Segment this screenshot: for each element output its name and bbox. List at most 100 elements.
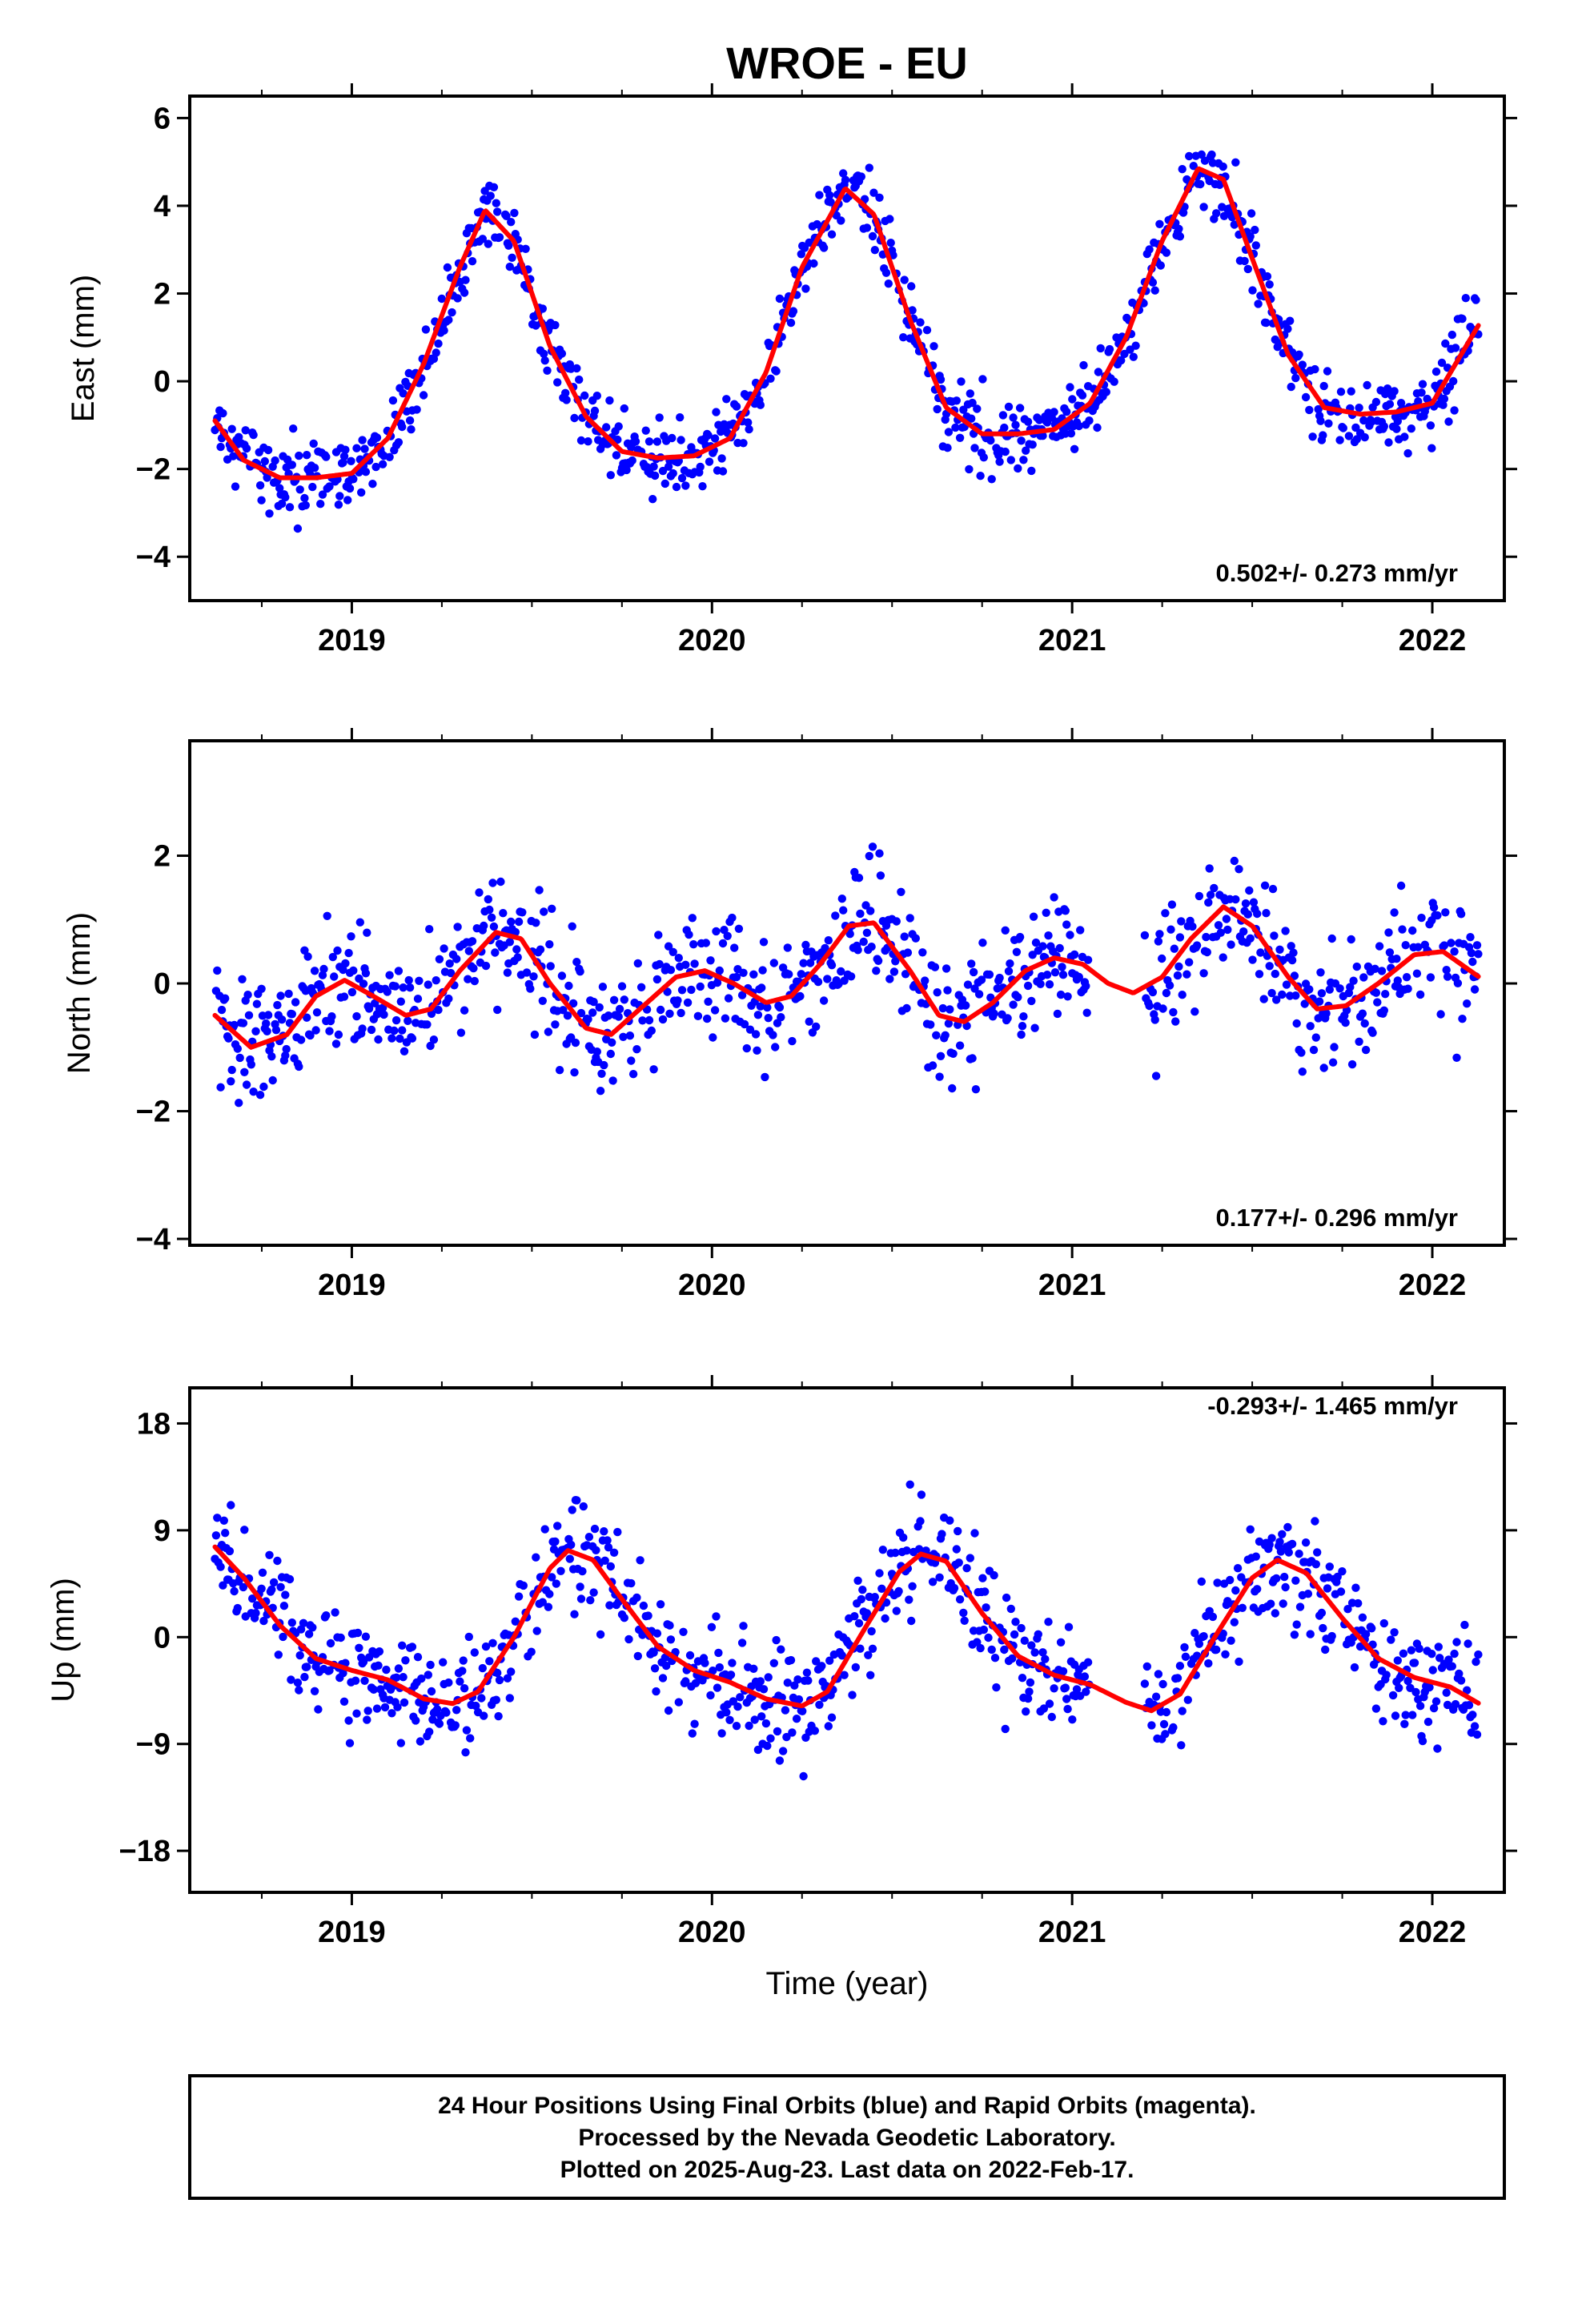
data-point bbox=[1050, 968, 1060, 977]
data-point bbox=[1303, 1590, 1313, 1598]
data-point bbox=[1170, 944, 1179, 953]
data-point bbox=[319, 964, 328, 974]
data-point bbox=[255, 480, 265, 490]
data-point bbox=[355, 918, 364, 927]
data-point bbox=[782, 1732, 791, 1742]
data-point bbox=[1105, 344, 1114, 354]
data-point bbox=[1272, 1574, 1281, 1583]
data-point bbox=[252, 999, 262, 1008]
data-point bbox=[1321, 1645, 1330, 1655]
east-panel: 2019 2020 2021 2022 −4 −2 0 2 4 6 East (mm) 0.502+/… bbox=[66, 83, 1517, 657]
data-point bbox=[325, 1666, 334, 1675]
data-point bbox=[1426, 421, 1435, 430]
data-point bbox=[1102, 388, 1111, 396]
data-point bbox=[352, 1709, 361, 1718]
data-point bbox=[1447, 939, 1456, 947]
data-point bbox=[568, 1506, 576, 1514]
data-point bbox=[570, 1068, 579, 1077]
data-point bbox=[363, 1707, 372, 1715]
data-point bbox=[461, 1748, 470, 1757]
data-point bbox=[557, 349, 567, 358]
data-point bbox=[334, 501, 343, 509]
data-point bbox=[432, 976, 440, 985]
data-point bbox=[672, 482, 681, 492]
data-point bbox=[493, 1668, 502, 1678]
data-point bbox=[900, 275, 909, 284]
data-point bbox=[576, 1594, 586, 1603]
data-point bbox=[274, 1651, 283, 1659]
data-point bbox=[221, 1529, 230, 1538]
data-point bbox=[1311, 1033, 1321, 1042]
data-point bbox=[705, 457, 714, 466]
data-point bbox=[677, 436, 685, 444]
data-point bbox=[781, 1706, 790, 1715]
data-point bbox=[608, 1038, 616, 1047]
data-point bbox=[866, 1671, 875, 1679]
data-point bbox=[487, 913, 496, 923]
data-point bbox=[644, 1015, 654, 1025]
data-point bbox=[798, 1707, 807, 1715]
data-point bbox=[407, 425, 416, 434]
data-point bbox=[674, 1698, 683, 1707]
y-tick-label: 2 bbox=[154, 278, 171, 312]
data-point bbox=[426, 1041, 435, 1051]
data-point bbox=[742, 1043, 751, 1053]
data-point bbox=[258, 1568, 267, 1578]
data-point bbox=[360, 1676, 369, 1685]
y-tick-label: −2 bbox=[136, 1096, 171, 1129]
data-point bbox=[263, 1027, 271, 1036]
data-point bbox=[1290, 971, 1299, 980]
data-point bbox=[1472, 941, 1482, 950]
data-point bbox=[1275, 1538, 1284, 1546]
data-point bbox=[1042, 908, 1050, 918]
x-tick-label: 2022 bbox=[1399, 624, 1467, 657]
data-point bbox=[1441, 339, 1450, 348]
data-point bbox=[970, 984, 979, 993]
data-point bbox=[382, 1665, 391, 1675]
data-point bbox=[1315, 997, 1324, 1006]
data-point bbox=[504, 241, 513, 250]
data-point bbox=[1204, 1659, 1213, 1668]
data-point bbox=[921, 976, 930, 985]
data-point bbox=[456, 1677, 464, 1686]
footer-box: 24 Hour Positions Using Final Orbits (bl… bbox=[188, 2074, 1506, 2200]
data-point bbox=[1150, 286, 1159, 295]
data-point bbox=[688, 914, 697, 923]
data-point bbox=[1359, 416, 1368, 425]
data-point bbox=[460, 1684, 469, 1693]
data-point bbox=[1120, 349, 1129, 359]
data-point bbox=[486, 191, 495, 200]
data-point bbox=[368, 480, 377, 489]
data-point bbox=[955, 1041, 965, 1050]
data-point bbox=[819, 243, 829, 252]
data-point bbox=[380, 1703, 390, 1712]
data-point bbox=[1359, 973, 1368, 982]
data-point bbox=[372, 1704, 382, 1713]
data-point bbox=[1347, 387, 1355, 396]
data-point bbox=[262, 1019, 271, 1028]
data-point bbox=[229, 452, 238, 460]
data-point bbox=[600, 1556, 609, 1566]
y-tick-label: 0 bbox=[154, 365, 171, 399]
data-point bbox=[1344, 432, 1354, 440]
data-point bbox=[1385, 948, 1395, 957]
data-point bbox=[1463, 999, 1472, 1008]
data-point bbox=[674, 954, 683, 963]
y-tick-label: 4 bbox=[154, 190, 171, 223]
data-point bbox=[789, 307, 798, 316]
data-point bbox=[732, 402, 741, 411]
data-point bbox=[933, 404, 942, 414]
data-point bbox=[242, 1080, 251, 1089]
data-point bbox=[690, 1719, 699, 1728]
data-point bbox=[739, 439, 748, 448]
data-point bbox=[900, 932, 909, 941]
data-point bbox=[227, 424, 236, 433]
data-point bbox=[308, 1623, 317, 1632]
data-point bbox=[1355, 1642, 1365, 1651]
data-point bbox=[1464, 1701, 1474, 1710]
x-tick-label: 2019 bbox=[318, 624, 386, 657]
data-point bbox=[530, 1030, 540, 1039]
data-point bbox=[595, 1003, 604, 1012]
data-point bbox=[1246, 1525, 1255, 1534]
x-tick-label: 2021 bbox=[1038, 1916, 1106, 1949]
